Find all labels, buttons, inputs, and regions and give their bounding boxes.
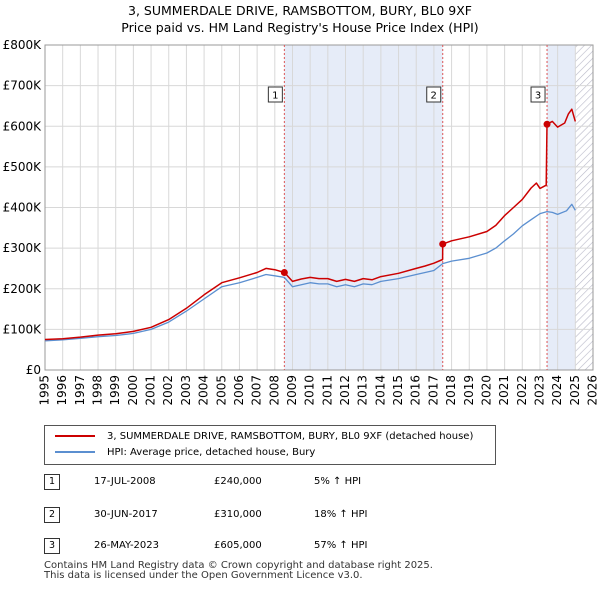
footer-line-1: Contains HM Land Registry data © Crown c… <box>44 560 433 571</box>
row-date: 26-MAY-2023 <box>94 540 160 551</box>
y-tick-label: £500K <box>3 160 43 174</box>
title-line-1: 3, SUMMERDALE DRIVE, RAMSBOTTOM, BURY, B… <box>128 3 472 18</box>
x-tick-label: 2021 <box>497 375 511 406</box>
y-tick-label: £400K <box>3 201 43 215</box>
x-tick-label: 2003 <box>179 375 193 406</box>
row-hpi-change: 18% ↑ HPI <box>314 509 368 520</box>
x-tick-label: 2025 <box>568 375 582 406</box>
x-tick-label: 1997 <box>73 375 87 406</box>
row-number-badge: 2 <box>44 507 60 523</box>
row-hpi-change: 57% ↑ HPI <box>314 540 368 551</box>
x-tick-label: 2019 <box>462 375 476 406</box>
x-tick-label: 2002 <box>161 375 175 406</box>
plot-border <box>44 44 594 371</box>
legend-property-label: 3, SUMMERDALE DRIVE, RAMSBOTTOM, BURY, B… <box>107 431 474 442</box>
x-tick-label: 2013 <box>356 375 370 406</box>
y-tick-label: £300K <box>3 241 43 255</box>
legend: 3, SUMMERDALE DRIVE, RAMSBOTTOM, BURY, B… <box>44 425 496 465</box>
x-tick-label: 2005 <box>214 375 228 406</box>
x-tick-label: 1996 <box>55 375 69 406</box>
x-tick-label: 2018 <box>444 375 458 406</box>
x-tick-label: 2008 <box>267 375 281 406</box>
sale-number-label: 1 <box>272 91 278 102</box>
x-tick-label: 2022 <box>515 375 529 406</box>
sale-number-box <box>267 86 283 103</box>
x-tick-label: 1998 <box>91 375 105 406</box>
legend-item-hpi: HPI: Average price, detached house, Bury <box>55 446 315 460</box>
row-price: £605,000 <box>214 540 262 551</box>
footer-line-2: This data is licensed under the Open Gov… <box>44 570 363 581</box>
chart-title: 3, SUMMERDALE DRIVE, RAMSBOTTOM, BURY, B… <box>0 2 600 36</box>
x-tick-label: 2014 <box>373 375 387 406</box>
x-tick-label: 2001 <box>144 375 158 406</box>
row-number-badge: 3 <box>44 538 60 554</box>
table-row: 3 26-MAY-2023 £605,000 57% ↑ HPI <box>44 538 544 558</box>
sale-number-label: 2 <box>431 91 437 102</box>
x-tick-label: 2023 <box>532 375 546 406</box>
legend-property-swatch <box>55 435 95 437</box>
row-price: £310,000 <box>214 509 262 520</box>
legend-hpi-label: HPI: Average price, detached house, Bury <box>107 447 316 458</box>
legend-hpi-swatch <box>55 451 95 453</box>
sale-point <box>439 240 447 248</box>
sale-point <box>543 120 551 128</box>
legend-item-property: 3, SUMMERDALE DRIVE, RAMSBOTTOM, BURY, B… <box>55 430 473 444</box>
row-number-badge: 1 <box>44 474 60 490</box>
table-row: 1 17-JUL-2008 £240,000 5% ↑ HPI <box>44 474 544 494</box>
row-date: 30-JUN-2017 <box>94 509 158 520</box>
row-hpi-change: 5% ↑ HPI <box>314 476 362 487</box>
y-tick-label: £200K <box>3 282 43 296</box>
row-date: 17-JUL-2008 <box>94 476 156 487</box>
y-tick-label: £600K <box>3 119 43 133</box>
row-price: £240,000 <box>214 476 262 487</box>
hpi-series-line <box>44 203 576 342</box>
x-tick-label: 2012 <box>338 375 352 406</box>
y-tick-label: £0 <box>26 363 41 377</box>
x-tick-label: 2009 <box>285 375 299 406</box>
x-tick-label: 1995 <box>38 375 52 406</box>
title-line-2: Price paid vs. HM Land Registry's House … <box>121 20 479 35</box>
x-tick-label: 2004 <box>197 375 211 406</box>
x-tick-label: 2007 <box>250 375 264 406</box>
price-chart: £0 £100K £200K £300K £400K £500K £600K £700K £80… <box>3 38 600 406</box>
x-tick-label: 2026 <box>586 375 600 406</box>
x-tick-label: 1999 <box>108 375 122 406</box>
table-row: 2 30-JUN-2017 £310,000 18% ↑ HPI <box>44 507 544 527</box>
y-tick-label: £700K <box>3 79 43 93</box>
property-series-line <box>44 108 577 341</box>
x-tick-label: 2017 <box>426 375 440 406</box>
sale-number-box <box>426 86 442 103</box>
y-tick-label: £800K <box>3 38 43 52</box>
sale-point <box>280 269 288 276</box>
x-tick-label: 2010 <box>303 375 317 406</box>
x-tick-label: 2015 <box>391 375 405 406</box>
sale-number-label: 3 <box>535 91 541 102</box>
x-tick-label: 2000 <box>126 375 140 406</box>
y-tick-label: £100K <box>3 322 43 336</box>
footer: Contains HM Land Registry data © Crown c… <box>44 561 433 581</box>
sale-number-box <box>530 86 546 103</box>
x-tick-label: 2024 <box>550 375 564 406</box>
x-tick-label: 2016 <box>409 375 423 406</box>
x-tick-label: 2006 <box>232 375 246 406</box>
x-tick-label: 2011 <box>320 375 334 406</box>
x-tick-label: 2020 <box>479 375 493 406</box>
